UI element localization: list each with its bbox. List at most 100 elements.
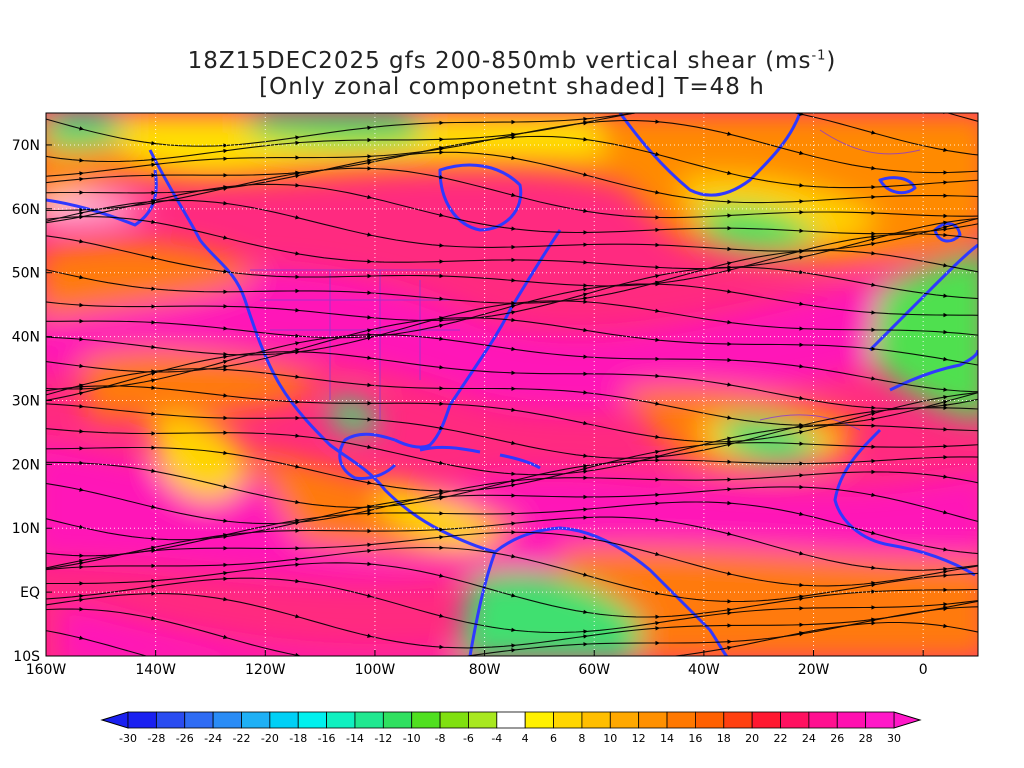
streamline-arrowhead	[79, 207, 84, 213]
streamline-arrowhead	[79, 363, 84, 369]
streamline-arrowhead	[943, 444, 948, 449]
streamline-arrowhead	[79, 384, 84, 390]
streamline-arrowhead	[223, 304, 228, 309]
colorbar-label: -6	[463, 732, 474, 745]
title-text: 18Z15DEC2025 gfs 200-850mb vertical shea…	[187, 48, 812, 74]
streamline-arrowhead	[871, 409, 876, 414]
colorbar-swatch	[581, 711, 611, 729]
lat-label: 10N	[12, 521, 40, 537]
streamline-arrowhead	[727, 415, 732, 420]
yellow-east-pacific	[150, 417, 250, 500]
colorbar-swatch	[411, 711, 441, 729]
streamline-arrowhead	[367, 548, 372, 554]
streamline-arrowhead	[943, 180, 948, 185]
streamline	[46, 501, 978, 557]
streamline-arrowhead	[943, 510, 948, 515]
colorbar-label: -16	[318, 732, 336, 745]
streamline-arrowhead	[295, 341, 300, 346]
streamline-arrowhead	[295, 433, 300, 438]
streamline	[46, 471, 978, 525]
streamline-arrowhead	[439, 657, 444, 661]
streamline-arrowhead	[943, 220, 948, 225]
streamline-arrowhead	[943, 399, 948, 405]
streamline-arrowhead	[943, 623, 948, 629]
streamline-arrowhead	[151, 344, 156, 350]
colorbar-label: -26	[176, 732, 194, 745]
streamline-arrowhead	[799, 249, 804, 254]
streamline-arrowhead	[295, 288, 300, 294]
streamline-arrowhead	[727, 459, 732, 464]
streamline-arrowhead	[871, 621, 876, 626]
streamline-arrowhead	[151, 320, 156, 325]
streamline-arrowhead	[943, 213, 948, 219]
streamline-arrowhead	[79, 171, 84, 176]
coast-alaska	[46, 169, 158, 227]
streamline-arrowhead	[655, 119, 660, 124]
streamline-arrowhead	[727, 623, 732, 628]
streamline-arrowhead	[583, 390, 588, 395]
streamline-arrowhead	[655, 551, 660, 557]
streamline	[46, 199, 978, 252]
chart-title-line1: 18Z15DEC2025 gfs 200-850mb vertical shea…	[0, 48, 1024, 74]
streamline-arrowhead	[799, 582, 804, 588]
streamline-arrowhead	[439, 296, 444, 301]
streamline-arrowhead	[367, 332, 372, 338]
streamline-arrowhead	[943, 356, 948, 362]
streamline-arrowhead	[655, 640, 660, 646]
streamline	[46, 368, 978, 426]
streamline-arrowhead	[223, 546, 228, 551]
streamline-arrowhead	[727, 131, 732, 136]
orange-pacific-sub	[46, 241, 260, 319]
coast-hudson-bay	[438, 163, 523, 232]
streamline-arrowhead	[583, 208, 588, 213]
streamline-arrowhead	[223, 326, 228, 331]
streamline-arrowhead	[727, 639, 732, 644]
streamline-arrowhead	[583, 642, 588, 647]
streamline-arrowhead	[799, 255, 804, 260]
streamline-arrowhead	[583, 230, 588, 235]
streamline-arrowhead	[151, 255, 156, 260]
streamline-arrowhead	[367, 315, 372, 320]
streamline-arrowhead	[223, 201, 228, 206]
streamline	[46, 167, 978, 219]
streamline-arrowhead	[79, 460, 84, 466]
streamline-arrowhead	[439, 150, 444, 155]
lon-label: 160W	[26, 662, 67, 678]
streamline-arrowhead	[439, 175, 444, 180]
streamline-arrowhead	[871, 458, 876, 464]
streamline-arrowhead	[871, 444, 876, 449]
streamline	[46, 424, 978, 476]
streamline-arrowhead	[799, 342, 804, 347]
streamline-arrowhead	[151, 591, 156, 596]
streamline-arrowhead	[367, 417, 372, 422]
streamline-arrowhead	[871, 327, 876, 333]
streamline-arrowhead	[655, 620, 660, 626]
lon-label: 140W	[135, 662, 176, 678]
colorbar-label: -14	[346, 732, 364, 745]
streamline-arrowhead	[655, 242, 660, 248]
lat-label: 60N	[12, 202, 40, 218]
colorbar-swatch	[127, 711, 157, 729]
streamline-arrowhead	[583, 354, 588, 359]
streamline-arrowhead	[511, 370, 516, 376]
streamline-arrowhead	[223, 393, 228, 398]
streamline-arrowhead	[727, 341, 732, 347]
streamline-arrowhead	[223, 269, 228, 274]
streamline-arrowhead	[439, 511, 444, 516]
streamline-arrowhead	[511, 493, 516, 498]
streamline-arrowhead	[151, 286, 156, 291]
colorbar-label: 28	[859, 732, 873, 745]
lat-label: 30N	[12, 393, 40, 409]
streamline-arrowhead	[223, 173, 228, 178]
orange-south-atlantic	[560, 547, 978, 656]
streamline-arrowhead	[799, 596, 804, 601]
streamline-arrowhead	[295, 562, 300, 567]
colorbar-swatch	[269, 711, 299, 729]
streamline-arrowhead	[511, 226, 516, 231]
colorbar-label: 10	[603, 732, 617, 745]
streamline-arrowhead	[943, 387, 948, 392]
lon-label: 100W	[355, 662, 396, 678]
streamline-arrowhead	[655, 401, 660, 406]
streamline-arrowhead	[295, 251, 300, 256]
